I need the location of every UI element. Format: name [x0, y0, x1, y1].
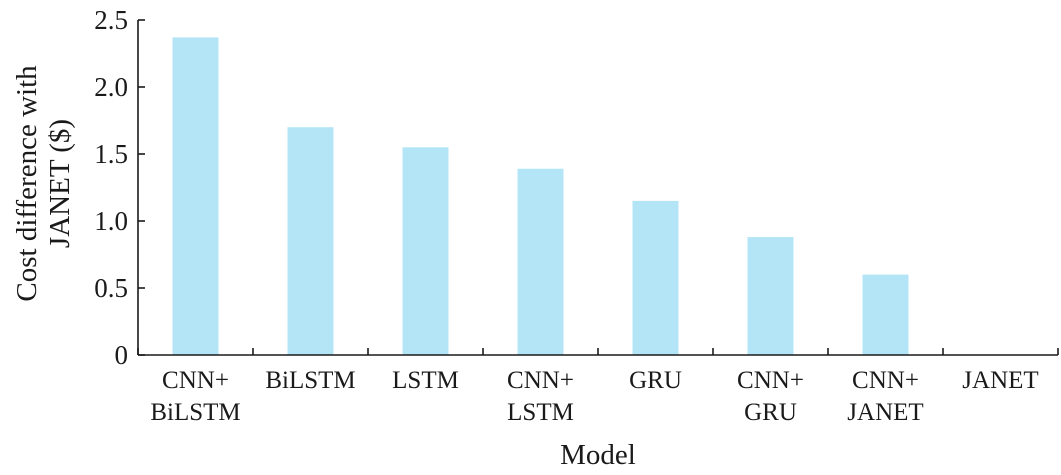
bar [747, 237, 794, 355]
y-tick-label: 2.0 [94, 72, 128, 102]
x-category-label: BiLSTM [265, 367, 355, 394]
bar [287, 127, 334, 355]
y-tick-label: 1.5 [94, 139, 128, 169]
y-tick-label: 2.5 [94, 5, 128, 35]
bar [172, 37, 219, 356]
y-tick-label: 0.5 [94, 273, 128, 303]
x-ticks-group [137, 348, 1059, 355]
x-category-label: GRU [629, 367, 682, 394]
x-category-label: LSTM [392, 367, 459, 394]
bar [517, 168, 564, 355]
y-tick-label: 1.0 [94, 206, 128, 236]
bar [632, 200, 679, 355]
x-category-label: CNN+ LSTM [507, 367, 574, 426]
x-category-label: CNN+ JANET [847, 367, 923, 426]
category-labels-group: CNN+ BiLSTM BiLSTM LSTM CNN+ LSTM GRU CNN+ GRU CN… [150, 367, 1038, 426]
x-category-label: JANET [962, 367, 1038, 394]
bar [402, 147, 449, 355]
bars-group [172, 37, 909, 356]
bar [862, 274, 909, 355]
y-tick-label: 0 [115, 340, 129, 370]
y-axis-title: Cost difference withJANET ($) [11, 65, 76, 302]
x-axis-title: Model [560, 439, 636, 471]
x-category-label: CNN+ BiLSTM [150, 367, 240, 426]
x-category-label: CNN+ GRU [737, 367, 804, 426]
y-ticks-group: 0 0.5 1.0 1.5 2.0 2.5 [94, 5, 145, 370]
